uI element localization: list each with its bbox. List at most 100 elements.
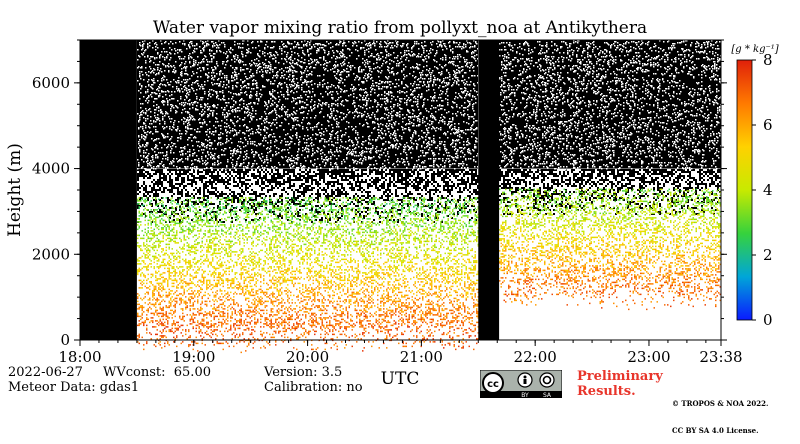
signal-dots — [416, 209, 418, 211]
signal-dots — [712, 190, 714, 192]
signal-dots — [619, 199, 621, 201]
signal-dots — [234, 234, 236, 237]
signal-dots — [362, 332, 364, 334]
signal-dots — [204, 206, 206, 208]
signal-dots — [568, 193, 570, 195]
signal-dots — [553, 197, 721, 210]
colorbar-tick-label: 2 — [763, 246, 773, 264]
plot-area — [79, 39, 723, 354]
signal-dots — [599, 212, 601, 215]
signal-dots — [363, 258, 365, 261]
x-tick-label: 23:00 — [627, 348, 670, 366]
signal-dots — [502, 265, 702, 293]
signal-dots — [143, 243, 476, 283]
signal-dots — [619, 215, 621, 218]
copyright-line-2: CC BY SA 4.0 License. — [672, 426, 759, 435]
x-axis: 18:00 19:00 20:00 21:00 22:00 23:00 23:38 — [58, 340, 743, 366]
signal-dots — [650, 188, 655, 198]
by-text: BY — [521, 392, 529, 398]
signal-dots — [614, 200, 616, 203]
signal-dots — [158, 287, 464, 345]
signal-dots — [590, 203, 592, 206]
signal-dots — [532, 287, 534, 290]
noise-speckle — [499, 169, 721, 215]
signal-dots — [541, 197, 703, 212]
no-data-layer — [80, 40, 500, 340]
sa-text: SA — [543, 392, 552, 398]
signal-dots — [380, 204, 382, 207]
signal-dots — [553, 220, 555, 222]
info-wvconst: WVconst: 65.00 — [103, 365, 211, 380]
signal-dots — [577, 283, 585, 290]
signal-dots — [500, 199, 502, 201]
heatmap-segment-0 — [137, 40, 480, 354]
signal-dots — [524, 196, 526, 198]
signal-dots — [429, 204, 433, 216]
signal-dots — [560, 269, 562, 272]
preliminary-line-1: Preliminary — [577, 369, 663, 384]
signal-dots — [511, 292, 513, 294]
signal-dots — [605, 287, 607, 290]
cc-license-badge: cc BY SA — [480, 370, 562, 398]
signal-dots — [638, 224, 640, 227]
signal-dots — [529, 289, 531, 291]
signal-dots — [185, 329, 187, 331]
signal-dots — [143, 321, 325, 346]
signal-dots — [608, 236, 610, 239]
signal-dots — [252, 212, 436, 253]
signal-dots — [679, 281, 684, 294]
preliminary-results-note: Preliminary Results. — [577, 369, 663, 399]
signal-dots — [575, 218, 577, 221]
x-tick-label: 18:00 — [58, 348, 101, 366]
signal-dots — [458, 212, 460, 214]
signal-dots — [688, 296, 690, 299]
signal-dots — [592, 203, 606, 209]
signal-dots — [701, 190, 703, 192]
signal-dots — [709, 200, 711, 203]
sa-share-icon — [539, 372, 555, 388]
signal-dots — [308, 203, 310, 205]
colorbar-tick-label: 0 — [763, 311, 773, 329]
y-axis: 0 2000 4000 6000 — [32, 39, 727, 349]
signal-dots — [152, 200, 473, 252]
colorbar-ticks: 0 2 4 6 8 — [752, 51, 773, 329]
signal-dots — [565, 196, 567, 198]
x-tick-label: 19:00 — [172, 348, 215, 366]
x-tick-label: 22:00 — [514, 348, 557, 366]
signal-dots — [296, 213, 298, 216]
info-date: 2022-06-27 — [8, 365, 83, 380]
y-tick-label: 4000 — [32, 160, 70, 178]
signal-dots — [500, 212, 721, 254]
signal-dots — [661, 284, 663, 287]
signal-dots — [306, 200, 379, 210]
signal-dots — [670, 220, 672, 222]
signal-dots — [165, 315, 181, 318]
signal-dots — [180, 216, 182, 219]
signal-dots — [701, 194, 703, 197]
by-person-body — [523, 379, 527, 384]
x-tick-label: 23:38 — [699, 348, 742, 366]
chart-title: Water vapor mixing ratio from pollyxt_no… — [153, 18, 647, 38]
signal-dots — [527, 188, 565, 200]
signal-dots — [335, 216, 337, 219]
cc-logo-icon — [482, 372, 504, 394]
copyright-line-1: © TROPOS & NOA 2022. — [672, 399, 769, 408]
signal-dots — [562, 209, 564, 212]
signal-dots — [668, 188, 670, 191]
signal-dots — [565, 209, 688, 246]
signal-dots — [584, 208, 586, 210]
colorbar-gradient — [736, 59, 753, 321]
y-tick-label: 6000 — [32, 74, 70, 92]
signal-dots — [146, 251, 467, 292]
y-tick-label: 0 — [60, 331, 70, 349]
signal-dots — [542, 209, 544, 212]
signal-dots — [560, 208, 562, 210]
noise-speckle — [137, 169, 479, 223]
signal-dots — [140, 272, 472, 318]
signal-region — [137, 197, 479, 354]
signal-dots — [155, 212, 157, 214]
signal-dots — [556, 277, 631, 293]
signal-dots — [628, 200, 630, 203]
signal-dots — [137, 203, 139, 205]
info-calibration: Calibration: no — [264, 380, 363, 395]
